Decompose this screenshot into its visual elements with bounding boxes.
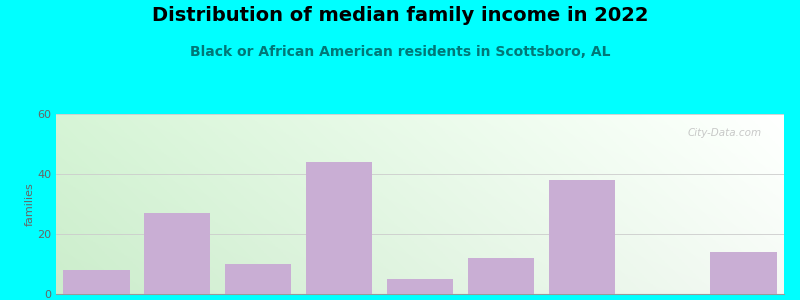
Bar bbox=[549, 180, 615, 294]
Bar bbox=[468, 258, 534, 294]
Text: Black or African American residents in Scottsboro, AL: Black or African American residents in S… bbox=[190, 45, 610, 59]
Text: Distribution of median family income in 2022: Distribution of median family income in … bbox=[152, 6, 648, 25]
Bar bbox=[144, 213, 210, 294]
Text: City-Data.com: City-Data.com bbox=[688, 128, 762, 138]
Y-axis label: families: families bbox=[24, 182, 34, 226]
Bar bbox=[387, 279, 453, 294]
Bar bbox=[710, 252, 777, 294]
Bar bbox=[306, 162, 372, 294]
Bar bbox=[225, 264, 291, 294]
Bar bbox=[63, 270, 130, 294]
